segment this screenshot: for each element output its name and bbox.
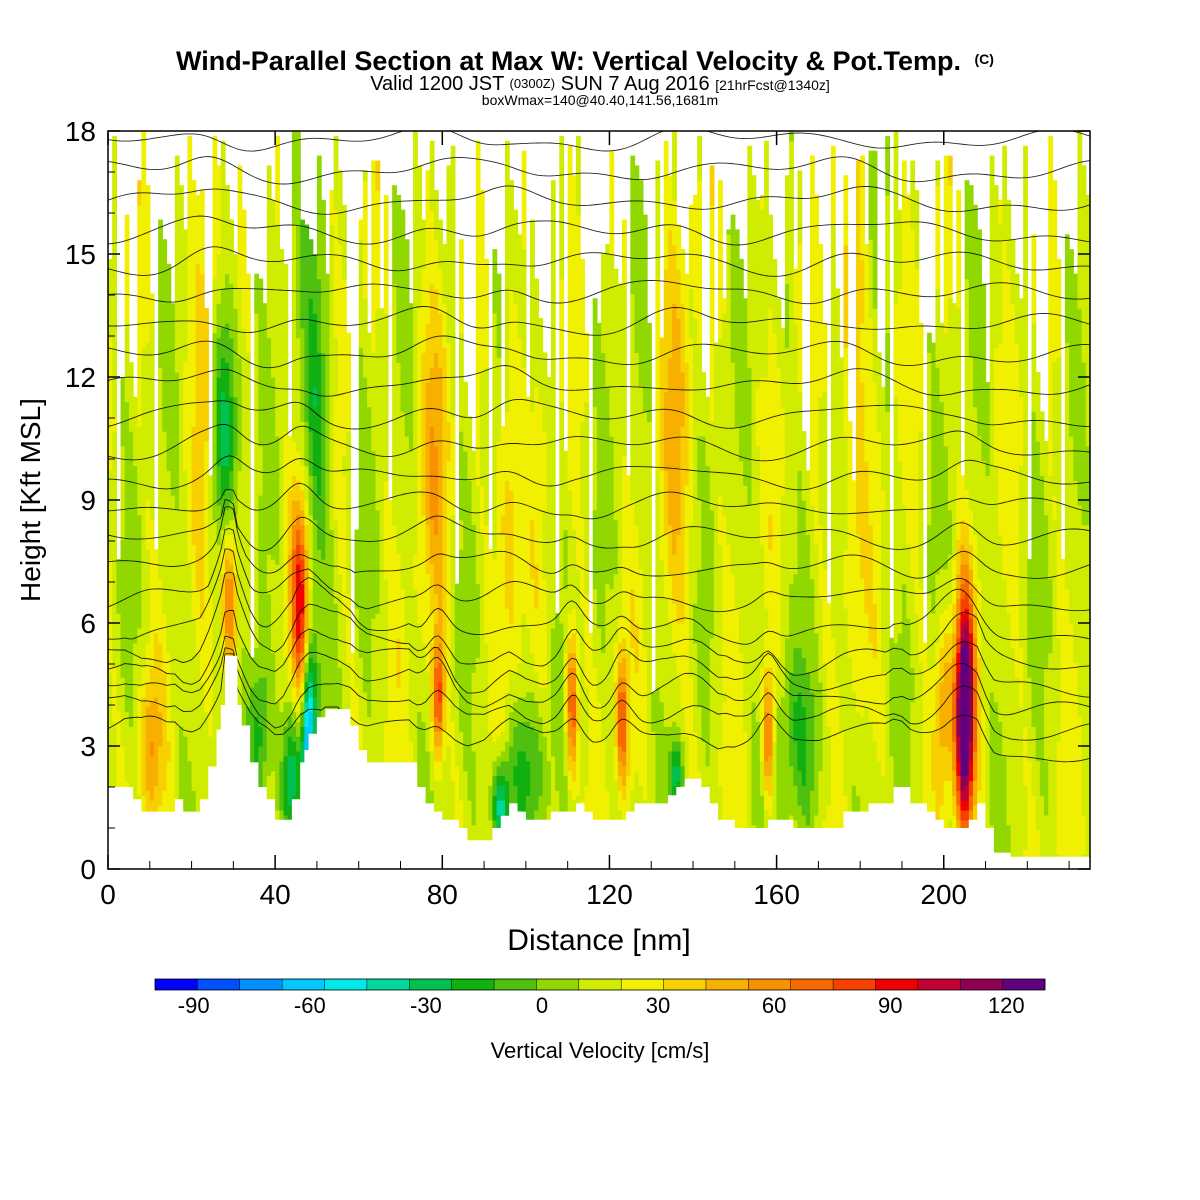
colorbar-swatch xyxy=(409,979,453,990)
colorbar-swatch xyxy=(875,979,919,990)
x-tick-label: 80 xyxy=(427,879,458,910)
colorbar-label: Vertical Velocity [cm/s] xyxy=(491,1038,710,1063)
plot-area xyxy=(108,131,1090,869)
colorbar-swatch xyxy=(1002,979,1046,990)
y-tick-label: 9 xyxy=(80,485,96,516)
colorbar-tick-label: 90 xyxy=(878,993,902,1018)
colorbar-swatch xyxy=(366,979,410,990)
y-axis-label: Height [Kft MSL] xyxy=(15,398,46,602)
y-tick-label: 3 xyxy=(80,731,96,762)
colorbar-frame xyxy=(154,978,1046,991)
colorbar-tick-label: 30 xyxy=(646,993,670,1018)
x-tick-label: 200 xyxy=(920,879,967,910)
colorbar-swatch xyxy=(451,979,495,990)
y-tick-label: 15 xyxy=(65,239,96,270)
x-axis: 0 40 80 120 160 200 xyxy=(100,131,1070,910)
colorbar-tick-label: 60 xyxy=(762,993,786,1018)
colorbar-tick-label: 120 xyxy=(988,993,1025,1018)
x-tick-label: 0 xyxy=(100,879,116,910)
x-axis-label: Distance [nm] xyxy=(507,924,690,957)
colorbar-swatch xyxy=(282,979,325,990)
chart-subtitle-2: boxWmax=140@40.40,141.56,1681m xyxy=(482,92,718,108)
colorbar-swatch xyxy=(197,979,241,990)
x-tick-label: 40 xyxy=(260,879,291,910)
colorbar-tick-label: -30 xyxy=(410,993,442,1018)
colorbar-swatch xyxy=(494,979,537,990)
title-mark: (C) xyxy=(975,51,994,67)
terrain-mask xyxy=(108,655,1090,869)
colorbar-swatch xyxy=(748,979,792,990)
y-tick-label: 12 xyxy=(65,362,96,393)
colorbar-swatch xyxy=(621,979,664,990)
colorbar-swatch xyxy=(536,979,580,990)
chart-title: Wind-Parallel Section at Max W: Vertical… xyxy=(176,46,994,76)
colorbar-swatch xyxy=(324,979,368,990)
y-tick-label: 0 xyxy=(80,854,96,885)
colorbar-swatch xyxy=(917,979,961,990)
y-tick-label: 18 xyxy=(65,116,96,147)
vertical-velocity-field xyxy=(108,131,1090,869)
chart-subtitle: Valid 1200 JST (0300Z) SUN 7 Aug 2016 [2… xyxy=(370,71,830,95)
colorbar-swatch xyxy=(663,979,707,990)
colorbar-swatch xyxy=(960,979,1004,990)
colorbar-tick-label: -60 xyxy=(294,993,326,1018)
y-axis: 0 3 6 9 12 15 18 xyxy=(65,116,1090,885)
y-tick-label: 6 xyxy=(80,608,96,639)
x-tick-label: 160 xyxy=(753,879,800,910)
colorbar-swatch xyxy=(155,979,198,990)
colorbar-tick-label: -90 xyxy=(178,993,210,1018)
colorbar-swatch xyxy=(833,979,876,990)
potential-temperature-contours xyxy=(108,131,1090,763)
x-tick-label: 120 xyxy=(586,879,633,910)
colorbar-tick-label: 0 xyxy=(536,993,548,1018)
colorbar-swatch xyxy=(578,979,622,990)
colorbar-swatch xyxy=(239,979,283,990)
colorbar: -90 -60 -30 0 30 60 90 120 xyxy=(154,978,1046,1018)
colorbar-swatch xyxy=(790,979,834,990)
colorbar-swatch xyxy=(705,979,749,990)
